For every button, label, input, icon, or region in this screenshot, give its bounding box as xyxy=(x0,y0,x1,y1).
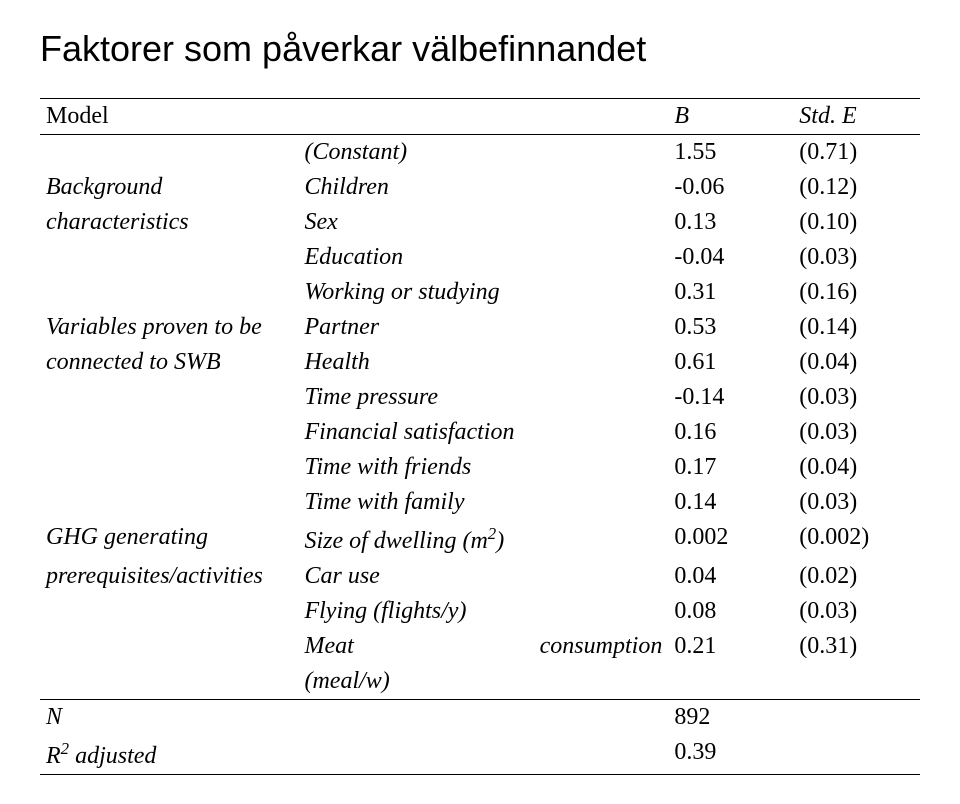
header-b: B xyxy=(668,99,793,135)
se-timepres: (0.03) xyxy=(793,380,920,415)
var-constant: (Constant) xyxy=(298,135,668,171)
var-health: Health xyxy=(298,345,668,380)
table-row: Time pressure -0.14 (0.03) xyxy=(40,380,920,415)
dwelling-post: ) xyxy=(496,528,504,554)
b-timepres: -0.14 xyxy=(668,380,793,415)
table-header-row: Model B Std. E xyxy=(40,99,920,135)
group-ghg-1: GHG generating xyxy=(40,520,298,559)
se-family: (0.03) xyxy=(793,485,920,520)
meat-word1: Meat xyxy=(304,633,353,660)
var-sex: Sex xyxy=(298,205,668,240)
table-row: GHG generating Size of dwelling (m2) 0.0… xyxy=(40,520,920,559)
regression-table: Model B Std. E (Constant) 1.55 (0.71) Ba… xyxy=(40,98,920,775)
table-row: connected to SWB Health 0.61 (0.04) xyxy=(40,345,920,380)
table-row: Financial satisfaction 0.16 (0.03) xyxy=(40,415,920,450)
table-row: Time with friends 0.17 (0.04) xyxy=(40,450,920,485)
table-row: R2 adjusted 0.39 xyxy=(40,735,920,775)
r2-label: R2 adjusted xyxy=(40,735,298,775)
header-se: Std. E xyxy=(793,99,920,135)
b-partner: 0.53 xyxy=(668,310,793,345)
n-value: 892 xyxy=(668,700,793,736)
var-children: Children xyxy=(298,170,668,205)
var-friends: Time with friends xyxy=(298,450,668,485)
var-education: Education xyxy=(298,240,668,275)
se-flying: (0.03) xyxy=(793,594,920,629)
b-sex: 0.13 xyxy=(668,205,793,240)
se-meat: (0.31) xyxy=(793,629,920,664)
b-constant: 1.55 xyxy=(668,135,793,171)
se-education: (0.03) xyxy=(793,240,920,275)
table-row: (meal/w) xyxy=(40,664,920,700)
var-partner: Partner xyxy=(298,310,668,345)
meat-word2: consumption xyxy=(540,633,663,660)
se-working: (0.16) xyxy=(793,275,920,310)
se-friends: (0.04) xyxy=(793,450,920,485)
header-blank xyxy=(298,99,668,135)
se-sex: (0.10) xyxy=(793,205,920,240)
n-label: N xyxy=(40,700,298,736)
se-children: (0.12) xyxy=(793,170,920,205)
var-meat: Meat consumption xyxy=(298,629,668,664)
se-dwelling: (0.002) xyxy=(793,520,920,559)
se-finsat: (0.03) xyxy=(793,415,920,450)
b-friends: 0.17 xyxy=(668,450,793,485)
table-row: Working or studying 0.31 (0.16) xyxy=(40,275,920,310)
se-constant: (0.71) xyxy=(793,135,920,171)
dwelling-pre: Size of dwelling (m xyxy=(304,528,487,554)
dwelling-sup: 2 xyxy=(488,524,496,543)
var-working: Working or studying xyxy=(298,275,668,310)
table-row: characteristics Sex 0.13 (0.10) xyxy=(40,205,920,240)
r2-value: 0.39 xyxy=(668,735,793,775)
b-dwelling: 0.002 xyxy=(668,520,793,559)
table-row: (Constant) 1.55 (0.71) xyxy=(40,135,920,171)
b-family: 0.14 xyxy=(668,485,793,520)
table-row: Time with family 0.14 (0.03) xyxy=(40,485,920,520)
group-background-2: characteristics xyxy=(40,205,298,240)
r2-sup: 2 xyxy=(61,739,69,758)
var-dwelling: Size of dwelling (m2) xyxy=(298,520,668,559)
table-row: Education -0.04 (0.03) xyxy=(40,240,920,275)
b-flying: 0.08 xyxy=(668,594,793,629)
table-row: Meat consumption 0.21 (0.31) xyxy=(40,629,920,664)
var-car: Car use xyxy=(298,559,668,594)
b-car: 0.04 xyxy=(668,559,793,594)
page-title: Faktorer som påverkar välbefinnandet xyxy=(40,28,920,70)
var-timepres: Time pressure xyxy=(298,380,668,415)
group-background-1: Background xyxy=(40,170,298,205)
table-row: Variables proven to be Partner 0.53 (0.1… xyxy=(40,310,920,345)
var-finsat: Financial satisfaction xyxy=(298,415,668,450)
b-working: 0.31 xyxy=(668,275,793,310)
group-swb-2: connected to SWB xyxy=(40,345,298,380)
se-car: (0.02) xyxy=(793,559,920,594)
se-partner: (0.14) xyxy=(793,310,920,345)
var-flying: Flying (flights/y) xyxy=(298,594,668,629)
var-family: Time with family xyxy=(298,485,668,520)
table-row: N 892 xyxy=(40,700,920,736)
b-health: 0.61 xyxy=(668,345,793,380)
table-row: prerequisites/activities Car use 0.04 (0… xyxy=(40,559,920,594)
b-education: -0.04 xyxy=(668,240,793,275)
header-model: Model xyxy=(40,99,298,135)
b-meat: 0.21 xyxy=(668,629,793,664)
b-finsat: 0.16 xyxy=(668,415,793,450)
b-children: -0.06 xyxy=(668,170,793,205)
table-row: Background Children -0.06 (0.12) xyxy=(40,170,920,205)
group-ghg-2: prerequisites/activities xyxy=(40,559,298,594)
r2-post: adjusted xyxy=(69,743,156,769)
var-meat-line2: (meal/w) xyxy=(298,664,668,700)
r2-pre: R xyxy=(46,743,61,769)
table-row: Flying (flights/y) 0.08 (0.03) xyxy=(40,594,920,629)
se-health: (0.04) xyxy=(793,345,920,380)
group-swb-1: Variables proven to be xyxy=(40,310,298,345)
